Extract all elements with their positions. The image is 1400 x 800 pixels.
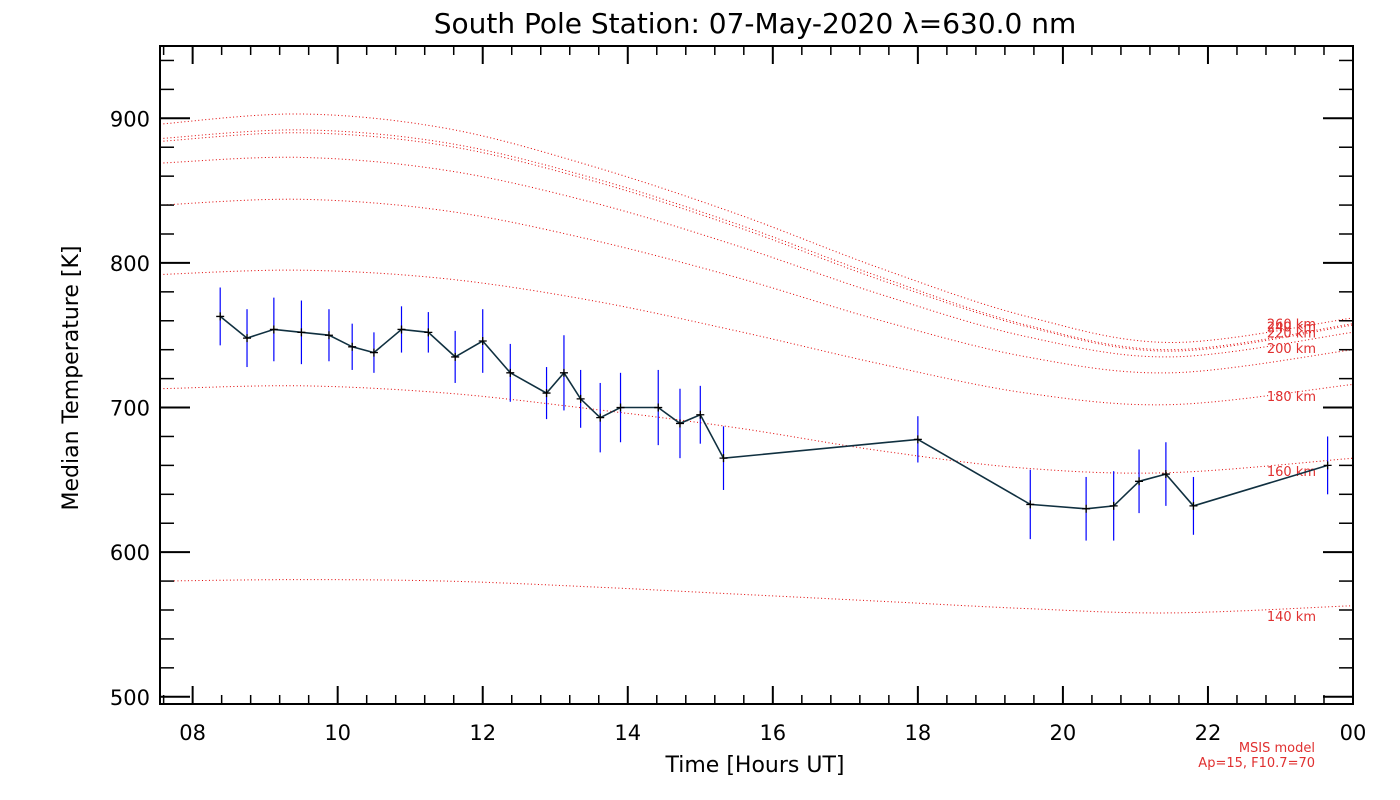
data-point — [696, 410, 705, 419]
y-tick-label: 700 — [110, 397, 150, 421]
model-label-260km: 260 km — [1267, 318, 1316, 333]
data-point — [451, 352, 460, 361]
model-label-160km: 160 km — [1267, 465, 1316, 480]
model-label-180km: 180 km — [1267, 390, 1316, 405]
axis-ticks: 08 10 12 14 16 18 20 22 00 500 600 700 800 900 — [110, 46, 1366, 745]
data-point — [559, 368, 568, 377]
data-point — [675, 419, 684, 428]
x-tick-label: 12 — [469, 721, 496, 745]
data-point — [348, 342, 357, 351]
data-point — [616, 403, 625, 412]
msis-params-note: Ap=15, F10.7=70 — [1198, 756, 1315, 771]
x-tick-label: 16 — [759, 721, 786, 745]
data-point — [719, 454, 728, 463]
data-point — [269, 325, 278, 334]
x-tick-label: 20 — [1050, 721, 1077, 745]
model-label-220km: 220 km — [1267, 326, 1316, 341]
data-point — [576, 394, 585, 403]
data-point — [297, 328, 306, 337]
x-tick-label: 14 — [614, 721, 641, 745]
data-point — [1082, 504, 1091, 513]
x-tick-label: 10 — [324, 721, 351, 745]
data-point — [1323, 461, 1332, 470]
data-point — [1189, 501, 1198, 510]
model-curve-280km — [159, 113, 1354, 344]
data-point — [1109, 501, 1118, 510]
y-axis-label: Median Temperature [K] — [59, 246, 84, 511]
data-point — [216, 312, 225, 321]
data-point — [1135, 477, 1144, 486]
data-point — [243, 334, 252, 343]
model-curve-160km — [159, 385, 1354, 474]
y-tick-label: 600 — [110, 541, 150, 565]
x-axis-label: Time [Hours UT] — [665, 753, 845, 778]
data-point — [913, 435, 922, 444]
x-tick-label: 00 — [1340, 721, 1367, 745]
data-point — [397, 325, 406, 334]
chart-title: South Pole Station: 07-May-2020 λ=630.0 … — [434, 7, 1077, 40]
model-curves — [159, 113, 1354, 614]
y-tick-label: 800 — [110, 252, 150, 276]
data-point — [424, 328, 433, 337]
data-point — [654, 403, 663, 412]
model-curve-140km — [159, 579, 1354, 614]
plot-frame — [159, 45, 1354, 705]
data-series — [216, 287, 1332, 541]
data-point — [478, 337, 487, 346]
model-label-240km: 240 km — [1267, 321, 1316, 336]
data-point — [324, 331, 333, 340]
model-curve-220km — [159, 156, 1354, 358]
x-tick-label: 22 — [1195, 721, 1222, 745]
data-point — [506, 368, 515, 377]
model-curve-260km — [159, 129, 1354, 351]
msis-model-note: MSIS model — [1239, 741, 1315, 756]
x-tick-label: 08 — [179, 721, 206, 745]
y-tick-label: 900 — [110, 107, 150, 131]
model-curve-200km — [159, 198, 1354, 374]
data-point — [1026, 500, 1035, 509]
x-tick-label: 18 — [904, 721, 931, 745]
model-label-200km: 200 km — [1267, 342, 1316, 357]
model-curve-180km — [159, 269, 1354, 406]
model-label-140km: 140 km — [1267, 610, 1316, 625]
model-curve-240km — [159, 132, 1354, 352]
data-point — [542, 389, 551, 398]
data-point — [1161, 470, 1170, 479]
data-point — [596, 413, 605, 422]
y-tick-label: 500 — [110, 686, 150, 710]
data-point — [369, 348, 378, 357]
series-line — [219, 315, 1328, 510]
